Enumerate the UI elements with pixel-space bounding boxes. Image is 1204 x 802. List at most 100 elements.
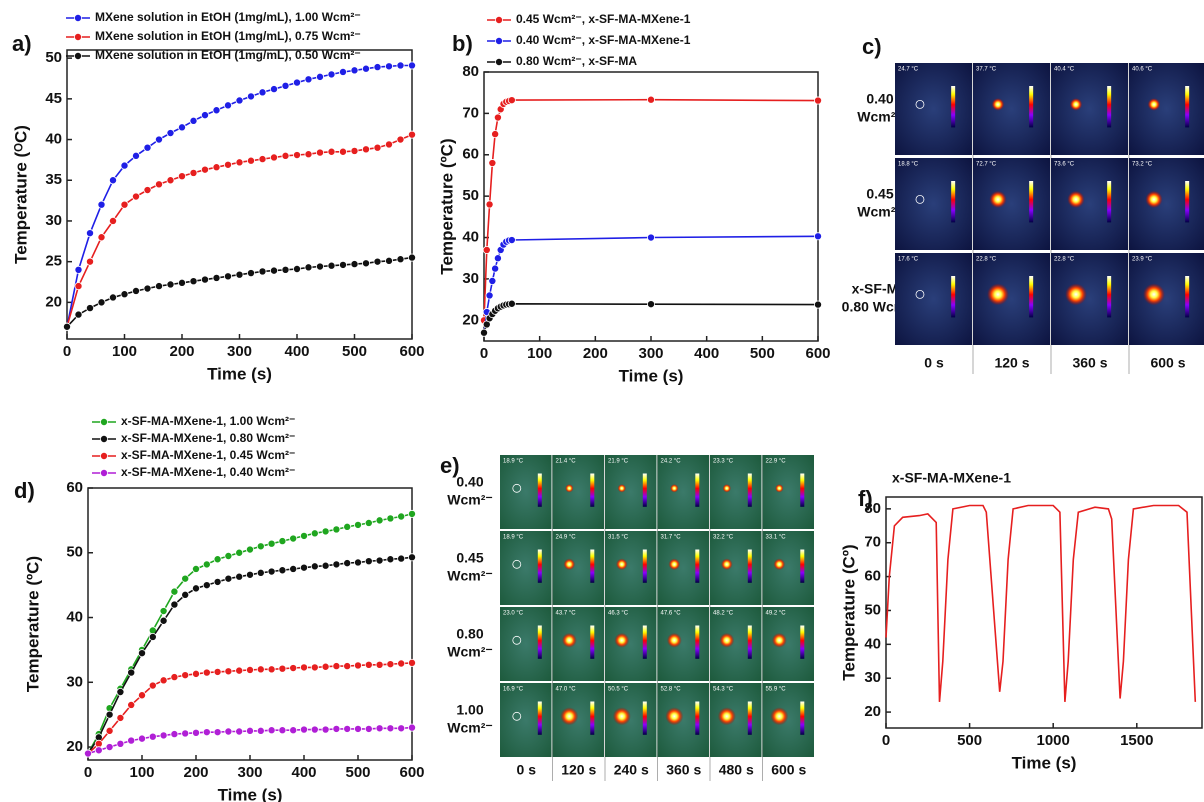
data-point (647, 233, 656, 242)
data-point (375, 516, 384, 525)
data-point (361, 64, 370, 73)
data-point (181, 671, 190, 680)
data-point (350, 146, 359, 155)
row-label: 0.45 (456, 550, 483, 566)
data-point (327, 147, 336, 156)
data-point (86, 229, 95, 238)
plot-frame (87, 487, 413, 761)
data-point (343, 662, 352, 671)
data-point (159, 616, 168, 625)
data-point (189, 116, 198, 125)
y-tick-label: 30 (66, 673, 83, 690)
data-point (289, 664, 298, 673)
thermal-image (552, 455, 604, 529)
data-point (177, 278, 186, 287)
data-point (267, 539, 276, 548)
data-point (131, 192, 140, 201)
x-tick-label: 400 (694, 345, 719, 362)
hot-spot (666, 632, 682, 648)
data-point (86, 304, 95, 313)
x-tick-label: 200 (183, 764, 208, 781)
data-point (384, 256, 393, 265)
hot-spot (775, 484, 784, 493)
x-axis-title: Time (s) (218, 785, 283, 802)
column-label: 360 s (1072, 355, 1107, 371)
temperature-reading: 43.7 °C (556, 611, 577, 617)
temperature-reading: 32.2 °C (713, 535, 734, 541)
thermal-image (657, 683, 709, 757)
data-point (213, 555, 222, 564)
data-point (63, 322, 72, 331)
data-point (213, 728, 222, 737)
y-tick-label: 25 (45, 253, 62, 270)
data-point (74, 265, 83, 274)
temperature-reading: 46.3 °C (608, 611, 629, 617)
data-point (170, 673, 179, 682)
data-point (166, 129, 175, 138)
data-point (338, 67, 347, 76)
data-point (299, 563, 308, 572)
data-point (137, 734, 146, 743)
data-point (200, 111, 209, 120)
data-point (327, 70, 336, 79)
data-point (127, 700, 136, 709)
data-point (315, 262, 324, 271)
data-point (97, 298, 106, 307)
data-point (269, 266, 278, 275)
row-label: x-SF-MA (852, 281, 909, 297)
temperature-reading: 17.6 °C (898, 257, 919, 263)
data-point (278, 664, 287, 673)
y-axis-title: Temperature (Cº) (839, 544, 858, 680)
column-label: 120 s (561, 762, 596, 778)
y-tick-label: 60 (66, 479, 83, 496)
data-point (127, 668, 136, 677)
data-point (159, 676, 168, 685)
row-label: 0.40 (456, 474, 483, 490)
data-point (299, 725, 308, 734)
data-point (246, 92, 255, 101)
row-label: Wcm²⁻ (447, 720, 493, 736)
temperature-reading: 33.1 °C (766, 535, 787, 541)
data-point (191, 728, 200, 737)
data-point (177, 123, 186, 132)
series-line (87, 556, 413, 754)
data-point (224, 727, 233, 736)
hot-spot (717, 707, 736, 726)
chart-title: x-SF-MA-MXene-1 (892, 470, 1011, 486)
temperature-reading: 49.2 °C (766, 611, 787, 617)
row-label: 0.45 (866, 186, 893, 202)
y-tick-label: 30 (864, 669, 881, 686)
y-tick-label: 40 (66, 608, 83, 625)
data-point (304, 263, 313, 272)
data-point (397, 512, 406, 521)
data-point (224, 552, 233, 561)
y-tick-label: 60 (462, 146, 479, 163)
row-label: 0.80 (456, 626, 483, 642)
data-point (491, 130, 500, 139)
data-point (245, 545, 254, 554)
x-tick-label: 100 (112, 343, 137, 360)
legend-label: x-SF-MA-MXene-1, 0.45 Wcm²⁻ (121, 448, 295, 462)
thermal-image (605, 683, 657, 757)
thermal-image (1051, 63, 1128, 155)
series-line (483, 98, 819, 321)
data-point (332, 560, 341, 569)
data-point (310, 663, 319, 672)
data-point (292, 78, 301, 87)
temperature-reading: 72.7 °C (976, 162, 997, 168)
data-point (177, 172, 186, 181)
data-point (278, 726, 287, 735)
data-point (116, 713, 125, 722)
data-point (120, 200, 129, 209)
x-tick-label: 200 (583, 345, 608, 362)
legend-label: 0.40 Wcm²⁻, x-SF-MA-MXene-1 (516, 33, 691, 47)
data-point (154, 180, 163, 189)
x-tick-label: 500 (345, 764, 370, 781)
data-point (212, 273, 221, 282)
color-scale (642, 701, 647, 735)
thermal-image (1129, 63, 1204, 155)
x-tick-label: 1000 (1037, 732, 1070, 749)
hot-spot (1067, 190, 1085, 208)
y-tick-label: 60 (864, 568, 881, 585)
legend-marker (494, 37, 503, 46)
